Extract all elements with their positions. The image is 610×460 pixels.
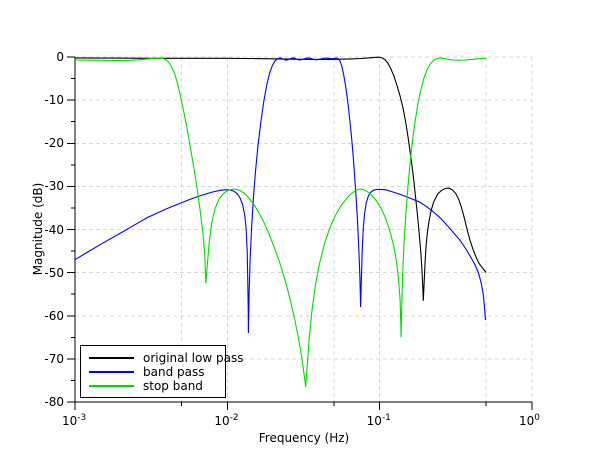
y-tick-label: -40 (44, 222, 64, 237)
x-axis-title: Frequency (Hz) (258, 431, 350, 445)
legend-label: original low pass (143, 351, 244, 365)
legend-line-sample (89, 385, 134, 387)
x-tick-label: 10-3 (62, 413, 87, 428)
series-stop-band (74, 57, 487, 387)
y-tick-label: -20 (44, 136, 64, 151)
y-tick-label: -70 (44, 351, 64, 366)
legend-line-sample (89, 371, 134, 373)
y-tick-label: 0 (56, 50, 64, 64)
y-tick-label: -60 (44, 308, 64, 323)
legend-entry: original low pass (89, 351, 243, 365)
legend-label: band pass (143, 365, 205, 379)
legend-entry: band pass (89, 365, 225, 379)
legend: original low pass band pass stop band (80, 345, 243, 398)
x-tick-label: 100 (519, 413, 541, 428)
legend-entry: stop band (89, 379, 225, 393)
y-tick-label: -50 (44, 265, 64, 280)
x-tick-label: 10-2 (214, 413, 239, 428)
y-tick-label: -10 (44, 93, 64, 108)
x-tick-label: 10-1 (366, 413, 391, 428)
legend-label: stop band (143, 379, 203, 393)
y-tick-label: -80 (44, 395, 64, 409)
y-tick-label: -30 (44, 179, 64, 194)
legend-line-sample (89, 357, 134, 359)
series-band-pass (74, 57, 487, 334)
